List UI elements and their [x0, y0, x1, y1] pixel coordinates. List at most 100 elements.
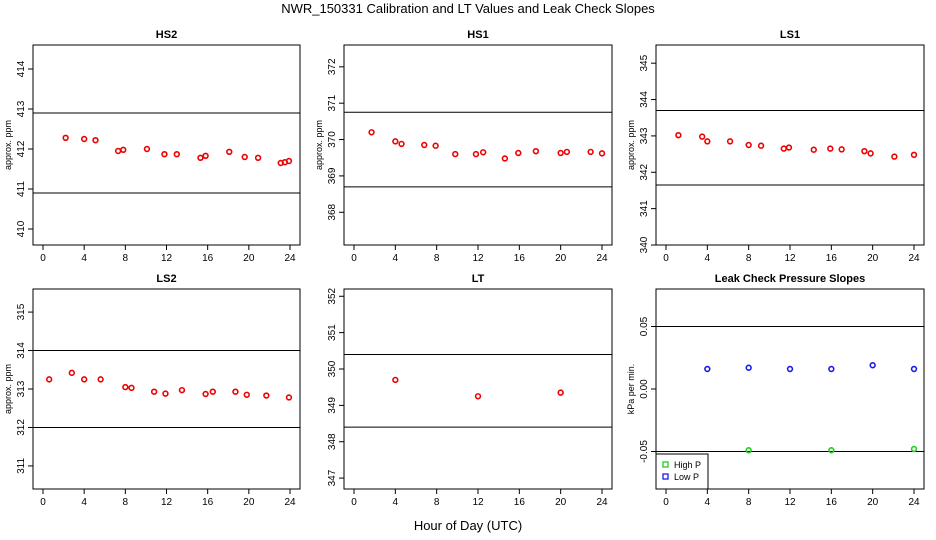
data-point	[368, 129, 375, 136]
y-axis-label: approx. ppm	[3, 364, 13, 414]
x-tick-label: 8	[746, 253, 752, 264]
y-axis-label: kPa per min.	[626, 364, 636, 415]
data-point	[277, 159, 284, 167]
x-tick-label: 24	[908, 497, 920, 508]
data-point	[281, 159, 289, 166]
data-point	[704, 365, 711, 373]
panel-title: HS2	[156, 29, 177, 41]
data-point	[452, 150, 459, 158]
y-tick-label: 347	[327, 469, 338, 486]
y-tick-label: 315	[16, 303, 27, 320]
y-tick-label: 314	[16, 342, 27, 359]
x-tick-label: 20	[867, 253, 879, 264]
y-tick-label: 369	[327, 167, 338, 184]
data-point	[173, 151, 180, 158]
plot-frame	[343, 44, 613, 246]
data-point	[285, 394, 293, 401]
data-point	[472, 150, 480, 158]
y-tick-label: 311	[16, 458, 27, 474]
data-point	[62, 134, 69, 142]
data-point	[532, 147, 540, 155]
x-tick-label: 24	[284, 497, 296, 508]
y-tick-label: -0.05	[639, 440, 650, 463]
panel-title: LS1	[780, 29, 800, 41]
x-tick-label: 4	[705, 253, 711, 264]
x-tick-label: 16	[826, 497, 838, 508]
data-point	[515, 149, 522, 157]
x-tick-label: 12	[472, 497, 484, 508]
data-point	[557, 149, 564, 157]
data-point	[254, 154, 262, 162]
data-point	[828, 447, 835, 454]
data-point	[867, 150, 874, 157]
data-point	[421, 141, 428, 149]
data-point	[114, 147, 122, 155]
x-tick-label: 20	[555, 497, 567, 508]
x-tick-label: 12	[784, 497, 796, 508]
data-point	[209, 388, 217, 395]
data-point	[226, 148, 233, 156]
data-point	[827, 145, 834, 152]
panel-title: LS2	[156, 273, 176, 285]
y-tick-label: 368	[327, 203, 338, 220]
x-axis-label: Hour of Day (UTC)	[413, 518, 523, 533]
x-tick-label: 24	[596, 497, 608, 508]
y-axis-label: approx. ppm	[3, 120, 13, 170]
plot-frame	[32, 44, 301, 246]
y-tick-label: 342	[639, 163, 650, 180]
y-tick-label: 349	[327, 397, 338, 414]
data-point	[861, 147, 868, 155]
x-tick-label: 24	[284, 253, 296, 264]
y-tick-label: 414	[16, 60, 27, 77]
data-point	[675, 131, 682, 139]
data-point	[745, 364, 752, 371]
legend-label: Low P	[674, 472, 699, 482]
data-point	[161, 151, 168, 158]
data-point	[828, 365, 835, 373]
data-point	[780, 145, 787, 152]
plot-frame	[655, 288, 925, 490]
y-axis-label: approx. ppm	[314, 120, 324, 170]
y-tick-label: 340	[639, 236, 650, 253]
x-tick-label: 24	[908, 253, 920, 264]
data-point	[285, 157, 293, 165]
data-point	[501, 155, 509, 162]
panel-4: LS2 0 4 8 12 16 20 24 311 312 313 314 315 approx. ppm	[3, 273, 301, 508]
x-tick-label: 12	[784, 253, 796, 264]
data-point	[97, 376, 104, 383]
x-tick-label: 8	[123, 497, 129, 508]
x-tick-label: 4	[705, 497, 711, 508]
data-point	[120, 146, 127, 154]
x-tick-label: 4	[81, 497, 87, 508]
data-point	[726, 138, 734, 145]
x-tick-label: 16	[202, 253, 214, 264]
data-point	[785, 144, 793, 151]
y-tick-label: 411	[16, 181, 27, 197]
panel-6: Leak Check Pressure Slopes 0 4 8 12 16 20 24 -0.…	[626, 273, 925, 508]
x-tick-label: 16	[202, 497, 214, 508]
panel-1: HS2 0 4 8 12 16 20 24 410 411 412 413 414 approx. ppm	[3, 29, 301, 264]
x-tick-label: 12	[161, 497, 173, 508]
x-tick-label: 0	[40, 253, 46, 264]
data-point	[432, 142, 439, 149]
data-point	[910, 365, 918, 373]
y-tick-label: 345	[639, 54, 650, 71]
panel-title: HS1	[467, 29, 488, 41]
x-tick-label: 0	[663, 253, 669, 264]
x-tick-label: 8	[123, 253, 129, 264]
panel-2: HS1 0 4 8 12 16 20 24 368 369 370 371 372 approx. ppm	[314, 29, 613, 264]
y-tick-label: 341	[639, 200, 650, 217]
data-point	[745, 447, 752, 454]
y-tick-label: 351	[327, 324, 338, 341]
legend-box	[655, 453, 709, 490]
data-point	[202, 152, 209, 160]
y-tick-label: 312	[16, 419, 27, 436]
data-point	[178, 386, 186, 394]
y-axis-label: approx. ppm	[626, 120, 636, 170]
y-tick-label: 372	[327, 58, 338, 75]
data-point	[68, 369, 76, 377]
data-point	[810, 146, 817, 153]
x-tick-label: 16	[514, 497, 526, 508]
figure-title: NWR_150331 Calibration and LT Values and…	[281, 1, 655, 16]
